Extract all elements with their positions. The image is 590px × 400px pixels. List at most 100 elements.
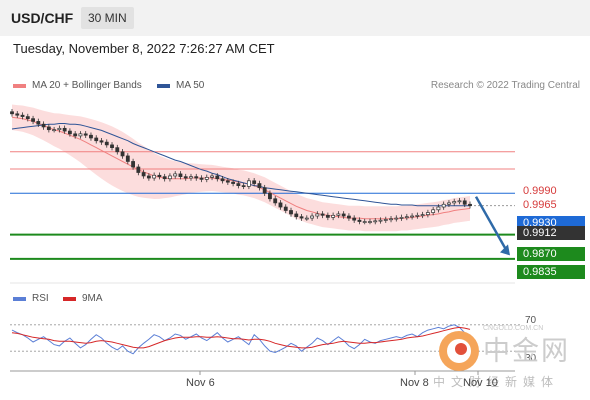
candle-body [152,174,157,179]
level-r2: 0.9990 [523,185,557,197]
candle-body [278,202,283,208]
candle-body [210,175,214,178]
candle-body [120,151,125,157]
candle-body [173,173,178,177]
candle-body [215,175,220,180]
level-last-price: 0.9912 [517,226,585,240]
candle-body [457,200,462,203]
watermark: 中金网 CNGOLD.COM.CN 中文财经新媒体 [433,325,587,395]
rsi-ma-line [11,326,471,349]
candle-body [220,178,225,182]
candle-body [194,176,199,179]
candle-body [304,217,309,220]
candle-body [289,210,293,215]
candle-body [199,177,204,180]
candle-body [36,121,41,125]
candle-body [420,214,425,216]
candle-body [20,114,25,117]
candle-body [89,134,93,139]
watermark-text: 中金网 [483,336,570,366]
watermark-logo-icon [439,331,479,371]
legend-ma50: MA 50 [157,80,204,91]
candle-body [225,180,230,183]
ma50-swatch [157,83,170,88]
candle-body [468,203,472,207]
candle-body [99,140,104,143]
timestamp: Tuesday, November 8, 2022 7:26:27 AM CET [13,41,275,56]
watermark-cn: 中文财经新媒体 [433,375,560,389]
candle-body [204,176,209,180]
candle-body [294,213,299,218]
timeframe-badge[interactable]: 30 MIN [81,7,134,29]
x-tick-label: Nov 10 [463,377,498,389]
candle-body [425,212,430,215]
candle-body [410,215,415,218]
candle-body [378,219,383,222]
ma50-line [11,123,470,207]
candle-body [157,174,162,178]
9ma-swatch [63,296,76,301]
candle-body [189,176,193,179]
candle-body [10,111,14,115]
candle-body [73,133,78,137]
candle-body [178,173,183,178]
rsi-swatch [13,296,26,301]
level-s1: 0.9870 [517,247,585,261]
candle-body [131,161,135,168]
ma20-label: MA 20 + Bollinger Bands [32,80,142,91]
candle-body [46,126,51,131]
candle-body [373,220,378,223]
candle-body [462,200,467,205]
candle-body [341,213,346,217]
candle-body [331,214,336,218]
candle-body [299,216,304,219]
bollinger-band-area [12,104,470,232]
candle-body [352,217,357,221]
candle-body [236,183,241,186]
candle-body [436,206,441,211]
candle-body [315,213,320,217]
candle-body [31,118,35,122]
level-r1: 0.9965 [523,199,557,211]
candle-body [104,141,109,146]
candle-body [273,198,278,204]
candle-body [320,213,325,216]
candle-body [52,129,57,132]
level-s2: 0.9835 [517,265,585,279]
candle-body [283,206,288,211]
candle-body [241,185,246,187]
candle-body [94,137,99,142]
candle-body [415,214,420,217]
rsi-level-70: 70 [525,315,537,326]
candle-body [447,202,451,205]
candle-body [67,130,72,135]
candle-body [347,215,351,219]
candle-body [162,176,167,180]
candle-body [141,172,146,177]
candle-body [441,203,446,208]
candle-body [168,175,172,180]
candle-body [431,209,436,213]
candle-body [262,187,267,194]
candle-body [368,221,372,223]
candle-body [125,155,130,162]
candle-body [136,166,141,173]
candle-body [146,175,151,179]
candle-body [336,213,341,216]
candle-body [257,183,262,189]
legend-9ma: 9MA [63,293,103,304]
ma20-swatch [13,83,26,88]
candle-body [252,180,257,184]
symbol-title: USD/CHF [11,10,74,26]
candle-body [389,218,393,221]
projection-arrow-head [500,244,510,256]
candle-body [115,147,120,153]
ma50-label: MA 50 [176,80,205,91]
candle-body [362,221,367,223]
rsi-label: RSI [32,293,49,304]
legend-rsi: RSI [13,293,49,304]
candle-body [62,127,67,132]
credit-text: Research © 2022 Trading Central [430,80,580,91]
candle-body [452,201,457,204]
candle-body [325,214,330,218]
